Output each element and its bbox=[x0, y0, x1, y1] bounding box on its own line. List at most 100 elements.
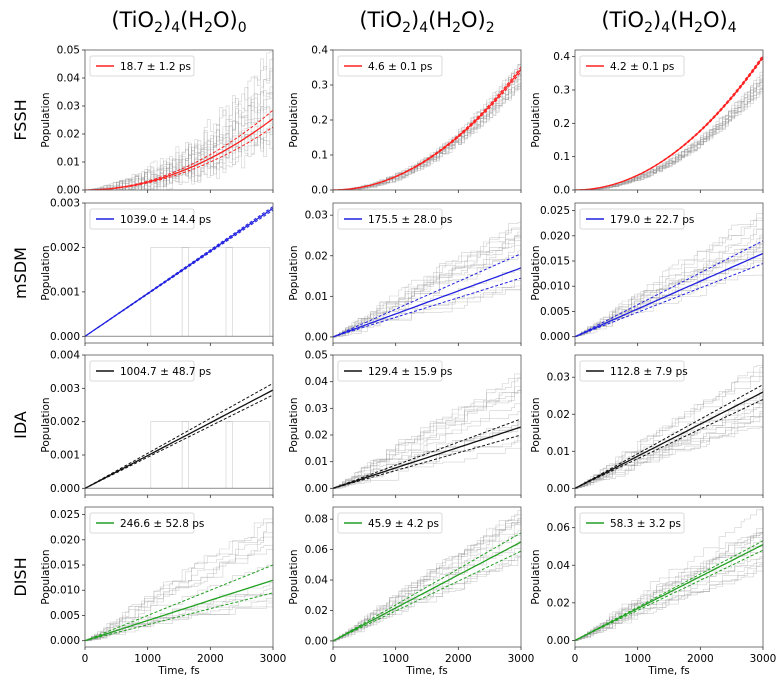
ytick-label: 0.005 bbox=[50, 610, 80, 622]
ytick-label: 0.000 bbox=[50, 635, 80, 647]
trajectory-trace bbox=[333, 390, 521, 489]
panel-ida-3: 0.00 0.01 0.02 0.03 Population 112.8 ± 7.9 ps bbox=[530, 354, 764, 498]
fit-line bbox=[85, 118, 273, 190]
panel-ida-1: 0.000 0.001 0.002 0.003 0.004 Population 1004.… bbox=[40, 350, 274, 498]
trajectory-trace bbox=[85, 126, 273, 190]
ytick-label: 0.005 bbox=[540, 306, 570, 318]
trajectory-trace bbox=[333, 421, 521, 489]
ytick-label: 0.00 bbox=[57, 185, 80, 197]
column-titles: (TiO2)4(H2O)0 (TiO2)4(H2O)2 (TiO2)4(H2O)4 bbox=[111, 8, 736, 36]
column-title: (TiO2)4(H2O)0 bbox=[111, 8, 246, 36]
ytick-label: 0.06 bbox=[547, 522, 571, 534]
trajectory-trace bbox=[333, 231, 521, 338]
plot-content bbox=[85, 382, 273, 489]
trajectory-trace bbox=[333, 270, 521, 338]
trajectory-trace bbox=[575, 228, 763, 337]
ytick-label: 0.4 bbox=[553, 51, 570, 63]
ytick-label: 0.000 bbox=[540, 331, 570, 343]
plot-content bbox=[333, 510, 521, 642]
legend-box bbox=[89, 55, 195, 77]
ytick-label: 0.2 bbox=[553, 118, 570, 130]
legend-box bbox=[89, 360, 195, 382]
fit-upper-bound bbox=[575, 240, 763, 338]
trajectory-trace bbox=[575, 258, 763, 337]
ytick-label: 0.3 bbox=[553, 85, 570, 97]
trajectory-trace bbox=[333, 83, 521, 190]
ytick-label: 0.02 bbox=[305, 605, 328, 617]
plot-frame bbox=[332, 506, 522, 648]
trajectory-trace bbox=[333, 233, 521, 338]
ytick-label: 0.003 bbox=[50, 383, 80, 395]
fit-line bbox=[333, 68, 521, 190]
trajectory-trace bbox=[333, 521, 521, 642]
plot-content bbox=[333, 373, 521, 489]
fit-lower-bound bbox=[85, 592, 273, 642]
trajectory-trace bbox=[333, 251, 521, 338]
trajectory-trace bbox=[575, 74, 763, 190]
trajectory-trace bbox=[333, 228, 521, 338]
trajectory-trace bbox=[575, 81, 763, 190]
trajectory-trace bbox=[575, 79, 763, 190]
plot-frame bbox=[332, 354, 522, 496]
xtick-label: 1000 bbox=[624, 653, 651, 665]
panel-dish-3: 0.00 0.02 0.04 0.06 0 1000 2000 3000 Population T… bbox=[530, 506, 776, 677]
y-axis-label: Population bbox=[40, 549, 52, 604]
panel-msdm-1: 0.000 0.001 0.002 0.003 Population 1039.0 ± 1… bbox=[40, 198, 274, 346]
trajectory-trace bbox=[333, 217, 521, 338]
trajectory-trace bbox=[333, 234, 521, 338]
trajectory-trace bbox=[575, 406, 763, 489]
trajectory-spike bbox=[181, 421, 189, 489]
ytick-label: 0.020 bbox=[50, 534, 80, 546]
trajectory-spike bbox=[225, 247, 233, 337]
trajectory-trace bbox=[575, 359, 763, 489]
trajectory-trace bbox=[333, 64, 521, 190]
fit-upper-bound bbox=[85, 382, 273, 489]
fit-lower-bound bbox=[333, 277, 521, 338]
ytick-label: 0.020 bbox=[540, 230, 570, 242]
fit-line bbox=[85, 579, 273, 642]
trajectory-trace bbox=[85, 582, 273, 641]
ytick-label: 0.01 bbox=[57, 157, 80, 169]
panel-msdm-2: 0.00 0.01 0.02 0.03 Population 175.5 ± 28.0 p… bbox=[288, 202, 522, 346]
legend-label: 179.0 ± 22.7 ps bbox=[610, 214, 694, 226]
fit-line bbox=[575, 56, 763, 190]
legend-label: 4.6 ± 0.1 ps bbox=[368, 61, 432, 73]
trajectory-trace bbox=[333, 386, 521, 489]
legend-box bbox=[337, 360, 443, 382]
trajectory-trace bbox=[333, 70, 521, 190]
fit-line bbox=[333, 267, 521, 338]
trajectory-trace bbox=[85, 587, 273, 641]
legend-box bbox=[579, 55, 685, 77]
xtick-label: 0 bbox=[572, 653, 579, 665]
ytick-label: 0.00 bbox=[305, 635, 328, 647]
trajectory-trace bbox=[575, 83, 763, 190]
ytick-label: 0.04 bbox=[305, 575, 329, 587]
fit-upper-bound bbox=[333, 253, 521, 338]
fit-line bbox=[575, 252, 763, 338]
plot-frame bbox=[574, 202, 764, 344]
y-axis-label: Population bbox=[40, 92, 52, 147]
legend-label: 246.6 ± 52.8 ps bbox=[120, 518, 204, 530]
legend-box bbox=[337, 208, 443, 230]
row-labels: FSSH mSDM IDA DISH bbox=[11, 99, 30, 596]
trajectory-trace bbox=[333, 286, 521, 338]
trajectory-trace bbox=[85, 522, 273, 641]
trajectory-trace bbox=[575, 523, 763, 641]
trajectory-trace bbox=[333, 377, 521, 489]
ytick-label: 0.03 bbox=[547, 372, 570, 384]
ytick-label: 0.002 bbox=[50, 242, 80, 254]
ytick-label: 0.4 bbox=[311, 45, 328, 57]
y-axis-label: Population bbox=[530, 549, 542, 604]
trajectory-trace bbox=[85, 51, 273, 190]
trajectory-trace bbox=[575, 217, 763, 337]
trajectory-trace bbox=[575, 250, 763, 337]
ytick-label: 0.003 bbox=[50, 198, 80, 210]
trajectory-trace bbox=[85, 532, 273, 641]
legend-box bbox=[337, 55, 443, 77]
y-axis-label: Population bbox=[288, 92, 300, 147]
ytick-label: 0.001 bbox=[50, 450, 80, 462]
fit-line bbox=[333, 426, 521, 489]
trajectory-trace bbox=[575, 79, 763, 190]
legend-box bbox=[89, 512, 195, 534]
